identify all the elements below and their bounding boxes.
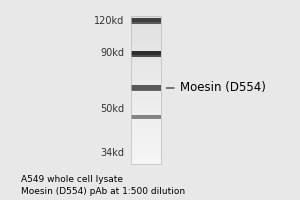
Bar — [130, 118, 160, 119]
Text: 50kd: 50kd — [100, 104, 124, 114]
Text: Moesin (D554) pAb at 1:500 dilution: Moesin (D554) pAb at 1:500 dilution — [21, 188, 185, 196]
Bar — [130, 90, 160, 91]
Bar — [130, 55, 160, 57]
Bar — [130, 22, 160, 24]
Bar — [130, 85, 160, 91]
Text: 34kd: 34kd — [100, 148, 124, 158]
Bar — [130, 18, 160, 24]
Bar — [130, 115, 160, 119]
Text: 120kd: 120kd — [94, 16, 124, 26]
Text: Moesin (D554): Moesin (D554) — [180, 81, 266, 94]
Text: A549 whole cell lysate: A549 whole cell lysate — [21, 176, 123, 184]
Bar — [130, 16, 160, 164]
Text: 90kd: 90kd — [100, 48, 124, 58]
Bar — [130, 51, 160, 57]
